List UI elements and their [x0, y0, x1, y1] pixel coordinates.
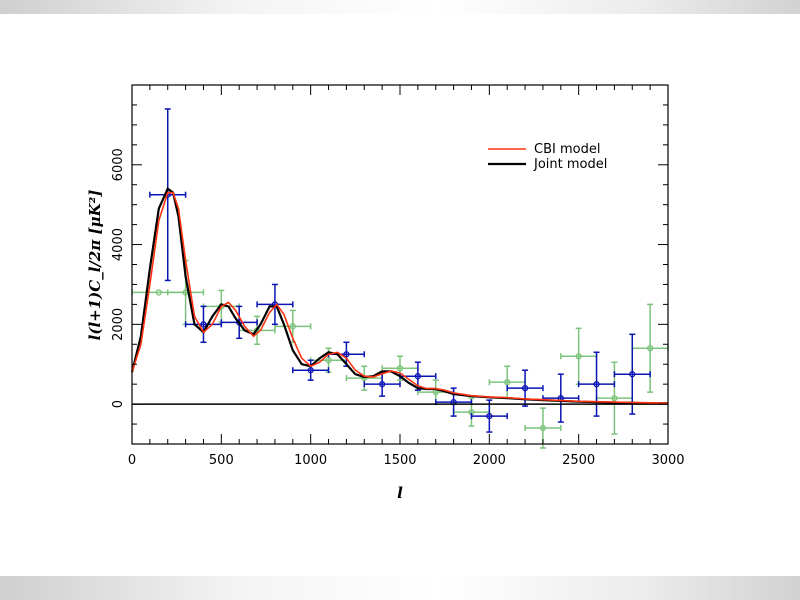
- other-point-marker: [611, 394, 618, 402]
- other-point: [560, 327, 598, 385]
- other-point-marker: [575, 353, 582, 360]
- other-point-marker: [155, 289, 162, 296]
- x-axis-title: l: [397, 484, 403, 502]
- cbi-point-marker: [343, 351, 350, 358]
- other-point: [631, 303, 669, 393]
- axis-ticks: [131, 84, 669, 445]
- cbi-point-marker: [629, 371, 636, 378]
- cbi-point-marker: [414, 373, 422, 380]
- other-point-marker: [646, 345, 654, 352]
- other-point-marker: [325, 357, 332, 364]
- other-point-marker: [539, 424, 547, 432]
- x-tick-label: 1500: [383, 453, 416, 468]
- y-tick-label: 2000: [111, 308, 126, 341]
- bottom-decor-band: [0, 576, 800, 600]
- cbi-point: [577, 351, 616, 417]
- x-tick-label: 0: [128, 453, 136, 468]
- plot-frame: [131, 84, 669, 445]
- other-point: [345, 365, 383, 391]
- x-tick-label: 1000: [294, 453, 327, 468]
- y-tick-label: 6000: [111, 148, 126, 181]
- x-tick-labels: 0 500 1000 1500 2000 2500 3000: [128, 453, 685, 468]
- cbi-point-marker: [200, 321, 207, 328]
- other-data-points: [131, 259, 669, 449]
- other-point: [488, 365, 526, 399]
- y-tick-labels: 0 2000 4000 6000: [111, 148, 126, 408]
- cbi-point: [470, 399, 508, 433]
- cbi-point-marker: [307, 367, 314, 374]
- legend: CBI model Joint model: [488, 142, 607, 172]
- y-tick-label: 4000: [111, 228, 126, 261]
- other-point-marker: [504, 379, 511, 386]
- other-point-marker: [289, 323, 296, 330]
- cbi-point-marker: [486, 412, 493, 420]
- legend-joint-label: Joint model: [533, 157, 607, 172]
- y-axis-title: l(l+1)C_l/2π [μK²]: [86, 190, 104, 341]
- cbi-point: [613, 333, 651, 415]
- cbi-point-marker: [378, 381, 386, 388]
- cbi-point-marker: [521, 385, 529, 392]
- legend-cbi-label: CBI model: [534, 142, 600, 157]
- cbi-point-marker: [593, 381, 600, 388]
- cbi-model-line: [131, 191, 669, 404]
- other-point: [524, 407, 562, 449]
- x-tick-label: 500: [209, 453, 234, 468]
- y-tick-label: 0: [111, 400, 126, 408]
- cbi-point: [292, 359, 330, 381]
- x-tick-label: 2000: [473, 453, 506, 468]
- cbi-point: [542, 373, 580, 423]
- top-decor-band: [0, 0, 800, 14]
- x-tick-label: 3000: [651, 453, 684, 468]
- other-point-marker: [396, 365, 404, 372]
- x-tick-label: 2500: [562, 453, 595, 468]
